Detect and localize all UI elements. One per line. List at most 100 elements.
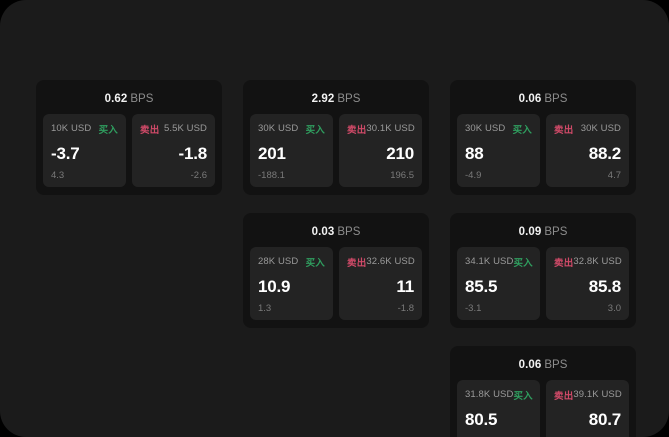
bps-value: 0.06 <box>518 359 542 371</box>
bps-value: 0.06 <box>518 93 542 105</box>
sell-price: 11 <box>396 277 414 297</box>
sell-delta: -1.8 <box>397 302 414 314</box>
buy-size-label: 30K USD <box>258 123 299 134</box>
sell-panel[interactable]: 卖出 32.8K USD 85.8 3.0 <box>546 247 629 320</box>
sell-size-label: 30K USD <box>580 123 621 134</box>
sell-action-label: 卖出 <box>554 257 574 269</box>
bps-value: 0.03 <box>311 226 335 238</box>
buy-panel[interactable]: 28K USD 买入 10.9 1.3 <box>250 247 333 320</box>
sell-panel[interactable]: 卖出 39.1K USD 80.7 10.2 <box>546 380 629 437</box>
buy-action-label: 买入 <box>512 124 532 136</box>
sell-price: 210 <box>386 144 414 164</box>
buy-delta: -188.1 <box>258 169 285 181</box>
quote-column-2: 2.92 BPS 30K USD 买入 201 -188.1 卖出 <box>243 80 429 437</box>
card-header: 2.92 BPS <box>250 87 422 114</box>
sell-action-label: 卖出 <box>554 124 574 136</box>
quote-column-3: 0.06 BPS 30K USD 买入 88 -4.9 卖出 <box>450 80 636 437</box>
buy-price: -3.7 <box>51 144 80 164</box>
quote-card[interactable]: 0.09 BPS 34.1K USD 买入 85.5 -3.1 卖出 <box>450 213 636 328</box>
bps-unit: BPS <box>337 93 361 105</box>
bps-unit: BPS <box>337 226 361 238</box>
bps-value: 2.92 <box>311 93 335 105</box>
sell-panel[interactable]: 卖出 32.6K USD 11 -1.8 <box>339 247 422 320</box>
buy-price: 85.5 <box>465 277 498 297</box>
buy-panel-header: 30K USD 买入 <box>258 122 325 136</box>
bps-unit: BPS <box>544 226 568 238</box>
quote-card[interactable]: 0.06 BPS 30K USD 买入 88 -4.9 卖出 <box>450 80 636 195</box>
buy-panel-header: 10K USD 买入 <box>51 122 118 136</box>
buy-size-label: 31.8K USD <box>465 389 514 400</box>
sell-delta: 4.7 <box>607 169 621 181</box>
buy-price: 10.9 <box>258 277 291 297</box>
sell-panel-header: 卖出 5.5K USD <box>140 122 207 136</box>
buy-delta: 1.3 <box>258 302 272 314</box>
sell-price: 80.7 <box>588 410 621 430</box>
buy-size-label: 10K USD <box>51 123 92 134</box>
bps-value: 0.09 <box>518 226 542 238</box>
buy-price: 80.5 <box>465 410 498 430</box>
sell-action-label: 卖出 <box>140 124 160 136</box>
card-header: 0.06 BPS <box>457 87 629 114</box>
bps-unit: BPS <box>544 93 568 105</box>
buy-panel-header: 30K USD 买入 <box>465 122 532 136</box>
buy-action-label: 买入 <box>98 124 118 136</box>
quote-column-1: 0.62 BPS 10K USD 买入 -3.7 4.3 卖出 <box>36 80 222 437</box>
quote-card[interactable]: 2.92 BPS 30K USD 买入 201 -188.1 卖出 <box>243 80 429 195</box>
buy-panel-header: 28K USD 买入 <box>258 255 325 269</box>
bps-unit: BPS <box>544 359 568 371</box>
sell-price: 88.2 <box>588 144 621 164</box>
buy-price: 88 <box>465 144 484 164</box>
sell-panel-header: 卖出 30K USD <box>554 122 621 136</box>
buy-panel[interactable]: 30K USD 买入 201 -188.1 <box>250 114 333 187</box>
card-header: 0.06 BPS <box>457 353 629 380</box>
sell-action-label: 卖出 <box>347 257 367 269</box>
sell-delta: -2.6 <box>190 169 207 181</box>
buy-action-label: 买入 <box>513 390 533 402</box>
card-body: 31.8K USD 买入 80.5 -10.8 卖出 39.1K USD 80.… <box>457 380 629 437</box>
buy-size-label: 28K USD <box>258 256 299 267</box>
buy-panel[interactable]: 30K USD 买入 88 -4.9 <box>457 114 540 187</box>
sell-panel-header: 卖出 30.1K USD <box>347 122 415 136</box>
buy-panel[interactable]: 10K USD 买入 -3.7 4.3 <box>43 114 126 187</box>
quote-board: 0.62 BPS 10K USD 买入 -3.7 4.3 卖出 <box>36 80 636 437</box>
sell-panel-header: 卖出 32.6K USD <box>347 255 415 269</box>
sell-panel[interactable]: 卖出 30K USD 88.2 4.7 <box>546 114 629 187</box>
buy-size-label: 30K USD <box>465 123 506 134</box>
sell-price: 85.8 <box>588 277 621 297</box>
buy-action-label: 买入 <box>305 124 325 136</box>
sell-size-label: 30.1K USD <box>366 123 415 134</box>
card-body: 34.1K USD 买入 85.5 -3.1 卖出 32.8K USD 85.8… <box>457 247 629 320</box>
card-header: 0.03 BPS <box>250 220 422 247</box>
card-header: 0.09 BPS <box>457 220 629 247</box>
bps-unit: BPS <box>130 93 154 105</box>
sell-panel[interactable]: 卖出 5.5K USD -1.8 -2.6 <box>132 114 215 187</box>
sell-panel[interactable]: 卖出 30.1K USD 210 196.5 <box>339 114 422 187</box>
buy-panel[interactable]: 34.1K USD 买入 85.5 -3.1 <box>457 247 540 320</box>
sell-delta: 196.5 <box>390 169 414 181</box>
quote-card[interactable]: 0.03 BPS 28K USD 买入 10.9 1.3 卖出 <box>243 213 429 328</box>
quote-card[interactable]: 0.62 BPS 10K USD 买入 -3.7 4.3 卖出 <box>36 80 222 195</box>
sell-size-label: 32.6K USD <box>366 256 415 267</box>
buy-delta: -3.1 <box>465 302 482 314</box>
card-body: 10K USD 买入 -3.7 4.3 卖出 5.5K USD -1.8 -2.… <box>43 114 215 187</box>
card-body: 28K USD 买入 10.9 1.3 卖出 32.6K USD 11 -1.8 <box>250 247 422 320</box>
card-body: 30K USD 买入 88 -4.9 卖出 30K USD 88.2 4.7 <box>457 114 629 187</box>
bps-value: 0.62 <box>104 93 128 105</box>
sell-action-label: 卖出 <box>554 390 574 402</box>
buy-price: 201 <box>258 144 286 164</box>
sell-size-label: 5.5K USD <box>163 123 207 134</box>
sell-panel-header: 卖出 32.8K USD <box>554 255 622 269</box>
sell-price: -1.8 <box>178 144 208 164</box>
buy-delta: 4.3 <box>51 169 65 181</box>
sell-panel-header: 卖出 39.1K USD <box>554 388 622 402</box>
sell-delta: 3.0 <box>607 302 621 314</box>
sell-size-label: 39.1K USD <box>573 389 622 400</box>
buy-action-label: 买入 <box>513 257 533 269</box>
card-body: 30K USD 买入 201 -188.1 卖出 30.1K USD 210 1… <box>250 114 422 187</box>
buy-panel[interactable]: 31.8K USD 买入 80.5 -10.8 <box>457 380 540 437</box>
sell-size-label: 32.8K USD <box>573 256 622 267</box>
buy-delta: -4.9 <box>465 169 482 181</box>
buy-panel-header: 34.1K USD 买入 <box>465 255 533 269</box>
